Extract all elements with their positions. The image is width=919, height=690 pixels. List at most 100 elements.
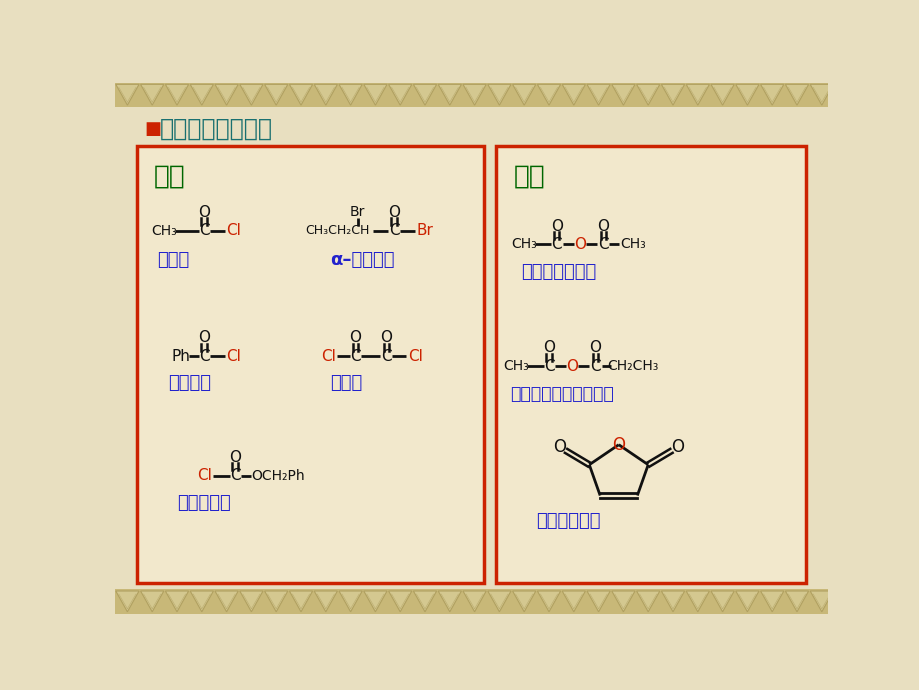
Polygon shape [363,84,387,105]
Bar [115,589,827,614]
Text: O: O [671,438,684,456]
Polygon shape [437,84,461,105]
Text: 苯甲酰氯: 苯甲酰氯 [167,374,210,392]
Text: 氯甲酸苄酯: 氯甲酸苄酯 [176,494,231,512]
Text: O: O [542,340,554,355]
Polygon shape [265,591,288,612]
Polygon shape [611,84,634,105]
Text: C: C [380,348,391,364]
Text: 乙酰氯: 乙酰氯 [157,250,189,268]
Polygon shape [116,591,139,612]
Text: 醋酐（乙酸酐）: 醋酐（乙酸酐） [520,263,596,281]
Polygon shape [116,84,139,105]
Text: CH₃: CH₃ [503,359,528,373]
Polygon shape [661,84,684,105]
Bar [115,83,827,108]
Text: C: C [597,237,607,252]
Text: 酸酐: 酸酐 [513,164,544,190]
Polygon shape [586,84,609,105]
Polygon shape [537,591,560,612]
Text: O: O [380,331,391,345]
Text: Cl: Cl [226,348,241,364]
Polygon shape [413,591,437,612]
Polygon shape [141,591,164,612]
Text: Cl: Cl [197,468,211,483]
Text: OCH₂Ph: OCH₂Ph [251,469,304,482]
Polygon shape [363,591,387,612]
Text: Cl: Cl [408,348,423,364]
Text: O: O [349,331,361,345]
Polygon shape [190,84,213,105]
Polygon shape [686,84,709,105]
Polygon shape [512,84,535,105]
Polygon shape [165,84,188,105]
Text: Cl: Cl [226,223,241,238]
Polygon shape [710,84,733,105]
Text: Br: Br [349,205,365,219]
Polygon shape [289,591,312,612]
Polygon shape [240,591,263,612]
Polygon shape [437,591,461,612]
Text: O: O [589,340,601,355]
Text: Br: Br [416,223,433,238]
Text: ■: ■ [144,120,161,138]
Polygon shape [265,84,288,105]
Polygon shape [313,84,337,105]
Polygon shape [760,591,783,612]
Text: O: O [388,205,400,219]
Polygon shape [537,84,560,105]
Text: C: C [550,237,562,252]
Text: O: O [198,205,210,219]
Text: C: C [388,223,399,238]
Polygon shape [785,591,808,612]
Polygon shape [810,591,833,612]
Polygon shape [215,84,238,105]
Polygon shape [487,84,510,105]
Polygon shape [462,591,486,612]
Polygon shape [462,84,486,105]
Polygon shape [313,591,337,612]
Text: 草酰氯: 草酰氯 [330,374,362,392]
Text: 酰卤: 酰卤 [153,164,186,190]
Polygon shape [586,591,609,612]
FancyBboxPatch shape [137,146,483,583]
Polygon shape [215,591,238,612]
Text: C: C [199,348,210,364]
Polygon shape [190,591,213,612]
Polygon shape [289,84,312,105]
Polygon shape [562,591,584,612]
Text: 顺丁烯二酸酐: 顺丁烯二酸酐 [535,513,600,531]
Text: O: O [198,331,210,345]
Text: O: O [611,435,625,454]
Text: C: C [590,359,600,374]
Polygon shape [338,591,362,612]
Polygon shape [735,84,758,105]
Text: Cl: Cl [321,348,335,364]
Text: O: O [229,449,241,464]
Text: 羧酸衍生物的命名: 羧酸衍生物的命名 [160,117,273,141]
Polygon shape [388,84,412,105]
Polygon shape [141,84,164,105]
Text: CH₃: CH₃ [619,237,645,251]
Polygon shape [661,591,684,612]
Polygon shape [240,84,263,105]
Polygon shape [810,84,833,105]
Text: 乙丙酐（乙酸丙酸酐）: 乙丙酐（乙酸丙酸酐） [510,384,613,403]
Text: C: C [543,359,554,374]
Text: CH₂CH₃: CH₂CH₃ [607,359,658,373]
Polygon shape [512,591,535,612]
Text: CH₃: CH₃ [151,224,176,237]
Text: O: O [573,237,585,252]
Polygon shape [760,84,783,105]
Text: O: O [550,219,562,233]
Text: α–溴丁酰溴: α–溴丁酰溴 [330,250,394,268]
Polygon shape [487,591,510,612]
Polygon shape [611,591,634,612]
Polygon shape [388,591,412,612]
Text: O: O [596,219,608,233]
Polygon shape [636,591,659,612]
Polygon shape [735,591,758,612]
Polygon shape [562,84,584,105]
Polygon shape [413,84,437,105]
Text: O: O [565,359,578,374]
